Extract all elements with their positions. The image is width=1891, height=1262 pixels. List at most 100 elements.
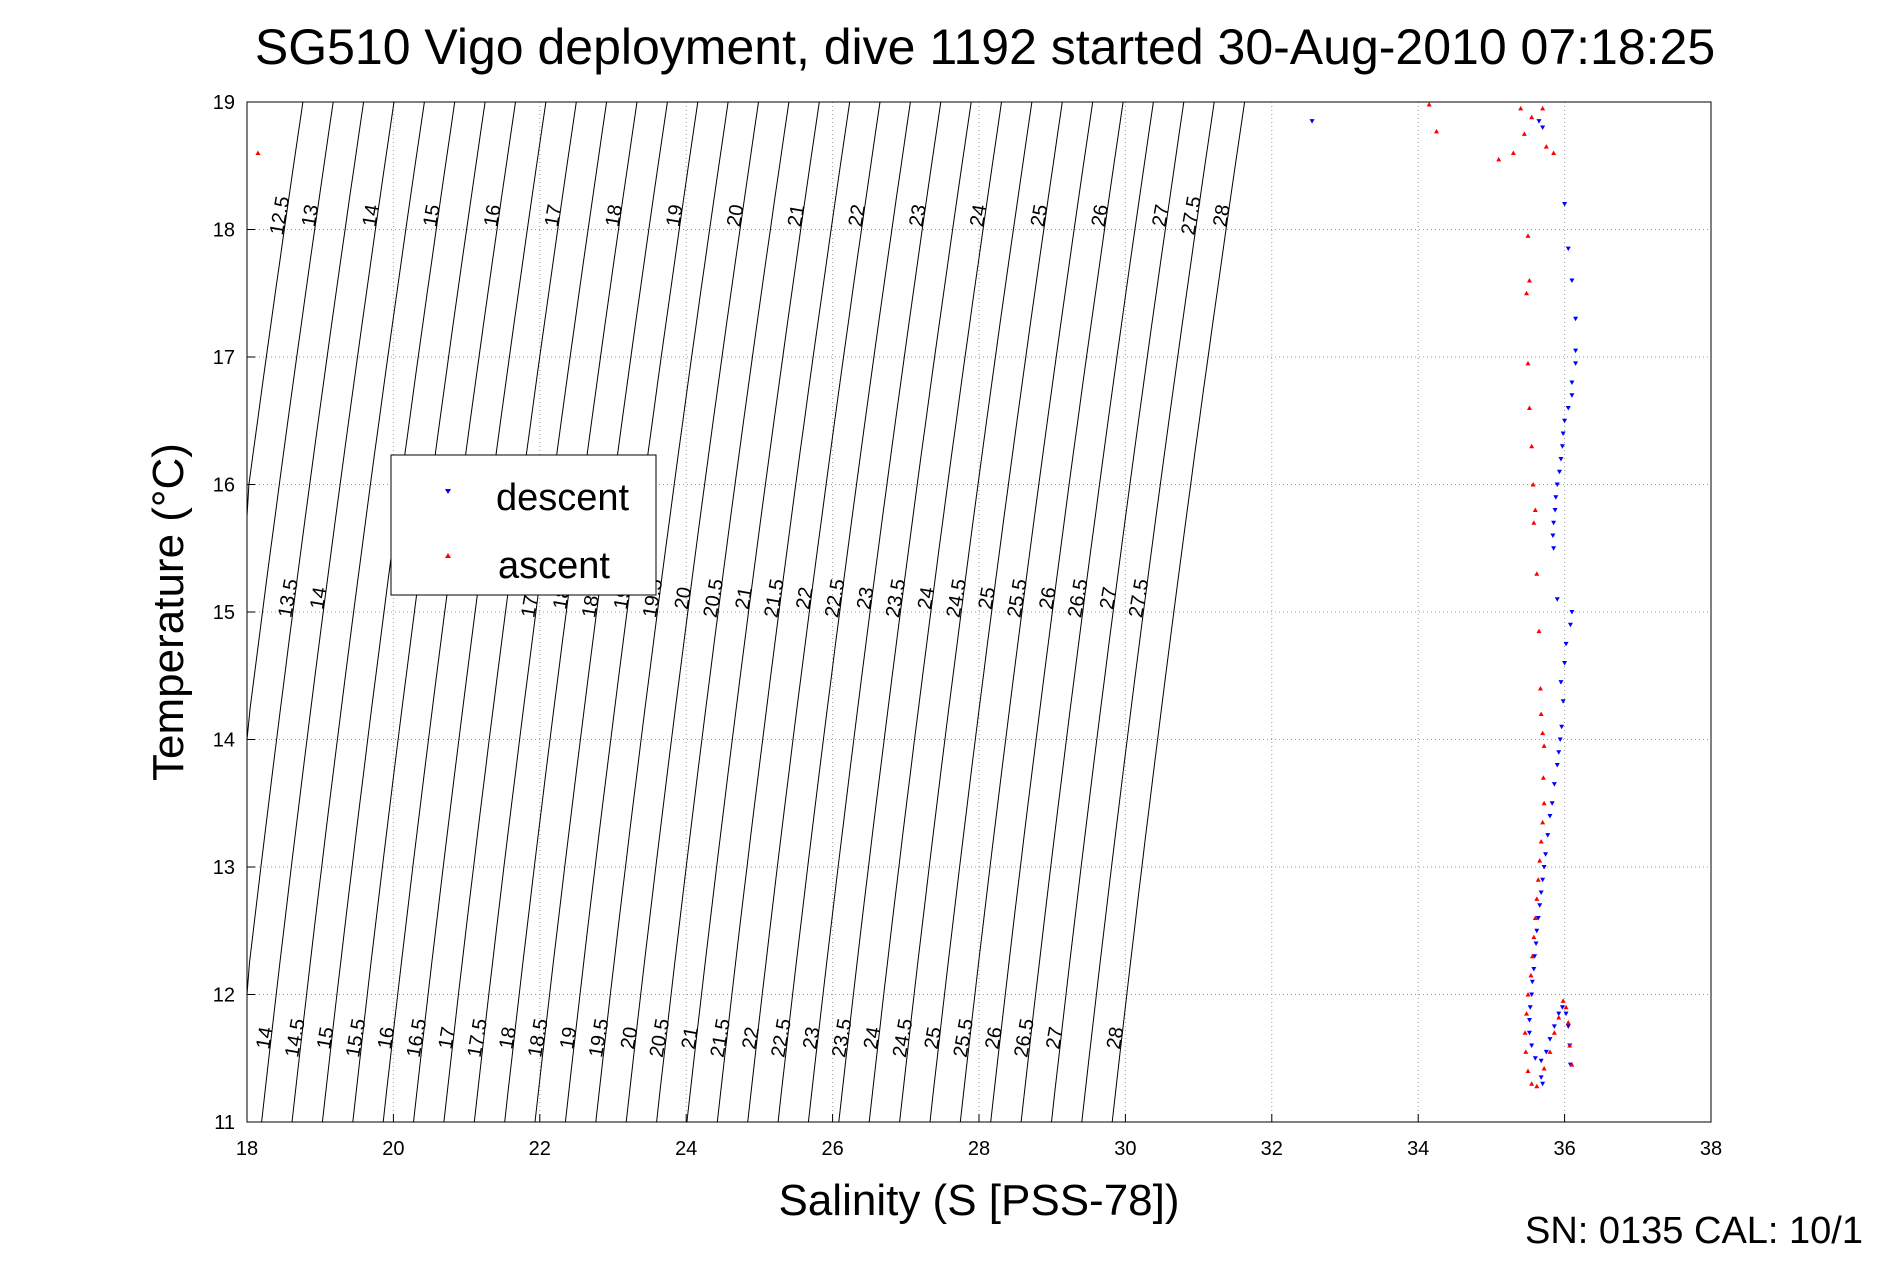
descent-point <box>1529 979 1535 985</box>
contour-label-bottom: 18 <box>495 1025 521 1051</box>
ascent-point <box>1529 443 1535 449</box>
ascent-series <box>255 102 1575 1089</box>
ascent-point <box>1529 1081 1535 1086</box>
contour-label-middle: 20 <box>671 585 697 611</box>
x-tick-label: 20 <box>382 1138 404 1160</box>
ascent-point <box>1541 743 1547 748</box>
descent-point <box>1563 1011 1569 1017</box>
ascent-point <box>1529 953 1535 959</box>
descent-point <box>1565 1024 1571 1029</box>
descent-point <box>1573 348 1579 354</box>
descent-point <box>1549 801 1555 806</box>
y-axis-label: Temperature (°C) <box>144 443 193 781</box>
isopycnal-line <box>990 101 1124 1123</box>
descent-point <box>1569 393 1575 398</box>
descent-point <box>1565 246 1571 252</box>
isopycnal-line <box>807 101 942 1123</box>
descent-point <box>1532 1056 1538 1061</box>
descent-point <box>1540 125 1546 130</box>
axes: 18 20 22 24 26 28 30 32 34 36 38 11 12 13 14 15 16 17 18 19 <box>213 92 1722 1160</box>
descent-point <box>1556 469 1562 475</box>
ascent-point <box>1532 507 1538 512</box>
descent-point <box>1557 737 1563 742</box>
ascent-point <box>1528 972 1534 978</box>
ascent-point <box>1536 628 1542 634</box>
contour-label-bottom: 24 <box>860 1025 886 1051</box>
ascent-point <box>1434 128 1439 134</box>
descent-point <box>1562 418 1568 424</box>
ascent-point <box>1521 131 1527 136</box>
contour-label-top: 13 <box>298 203 324 229</box>
contour-label-middle: 23 <box>853 585 879 611</box>
ascent-point <box>1563 1004 1569 1010</box>
contour-label-middle: 27 <box>1096 585 1122 611</box>
descent-point <box>1534 928 1540 934</box>
descent-point <box>1536 119 1542 124</box>
ascent-point <box>1523 1049 1529 1054</box>
descent-point <box>1556 1011 1562 1017</box>
x-tick-label: 36 <box>1553 1138 1575 1160</box>
descent-point <box>1547 1037 1553 1042</box>
isopycnal-line <box>504 101 638 1123</box>
x-tick-label: 38 <box>1700 1138 1722 1160</box>
descent-point <box>1309 119 1315 124</box>
ascent-point <box>1526 278 1532 283</box>
isopycnal-line <box>777 101 911 1123</box>
contour-label-bottom: 15 <box>313 1025 339 1051</box>
ascent-point <box>1525 360 1531 366</box>
isopycnal-line <box>959 101 1094 1123</box>
ascent-point <box>1538 711 1544 716</box>
ascent-point <box>1556 1014 1562 1020</box>
descent-point <box>1547 814 1553 819</box>
descent-point <box>1551 520 1557 526</box>
ascent-point <box>255 150 261 155</box>
contour-label-middle: 22 <box>792 585 818 611</box>
isopycnal-line <box>595 101 729 1123</box>
ascent-point <box>1531 934 1537 940</box>
descent-point <box>1552 508 1558 513</box>
contour-label-top: 22 <box>845 203 871 229</box>
contour-label-top: 25 <box>1027 203 1053 229</box>
ascent-point <box>1560 998 1566 1003</box>
ascent-point <box>1540 819 1546 825</box>
contour-label-top: 17 <box>541 203 567 229</box>
ascent-point <box>1540 730 1546 736</box>
descent-point <box>1562 661 1568 666</box>
isopycnal-line <box>413 101 547 1123</box>
ascent-point <box>1524 290 1530 296</box>
ascent-point <box>1540 775 1546 780</box>
chart-title: SG510 Vigo deployment, dive 1192 started… <box>255 19 1715 75</box>
y-tick-label: 19 <box>213 92 235 114</box>
contour-label-top: 28 <box>1209 203 1235 229</box>
serial-calibration-note: SN: 0135 CAL: 10/1 <box>1525 1210 1863 1252</box>
isopycnal-line <box>716 101 851 1123</box>
descent-point <box>1529 1043 1535 1048</box>
descent-point <box>1540 877 1546 883</box>
isopycnal-line <box>899 101 1033 1123</box>
descent-point <box>1569 610 1575 615</box>
legend-descent-marker <box>445 489 451 494</box>
contour-label-bottom: 16 <box>374 1025 400 1051</box>
contour-label-top: 14 <box>359 203 385 229</box>
descent-point <box>1560 699 1566 704</box>
descent-point <box>1537 903 1543 908</box>
isopycnal-line <box>868 101 1002 1123</box>
contour-label-top: 18 <box>602 203 628 229</box>
ascent-point <box>1567 1043 1573 1048</box>
y-tick-label: 18 <box>213 220 235 242</box>
descent-point <box>1540 1081 1546 1087</box>
isopycnal-line <box>534 101 668 1123</box>
contour-label-top: 26 <box>1088 203 1114 229</box>
x-tick-label: 34 <box>1407 1138 1429 1160</box>
isopycnal-line <box>686 101 820 1123</box>
isopycnal-line <box>838 101 972 1123</box>
legend-ascent-label: ascent <box>498 545 610 587</box>
contour-label-bottom: 28 <box>1103 1025 1129 1051</box>
ascent-point <box>1551 150 1557 155</box>
descent-point <box>1526 1018 1532 1023</box>
isopycnal-line <box>443 101 577 1123</box>
contour-label-top: 27 <box>1148 203 1174 229</box>
descent-point <box>1556 750 1562 755</box>
ascent-point <box>1569 1062 1575 1067</box>
